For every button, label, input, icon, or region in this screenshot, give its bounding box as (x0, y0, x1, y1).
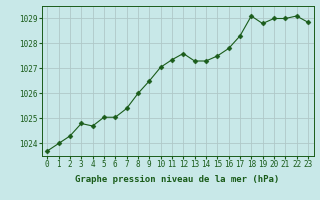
X-axis label: Graphe pression niveau de la mer (hPa): Graphe pression niveau de la mer (hPa) (76, 175, 280, 184)
